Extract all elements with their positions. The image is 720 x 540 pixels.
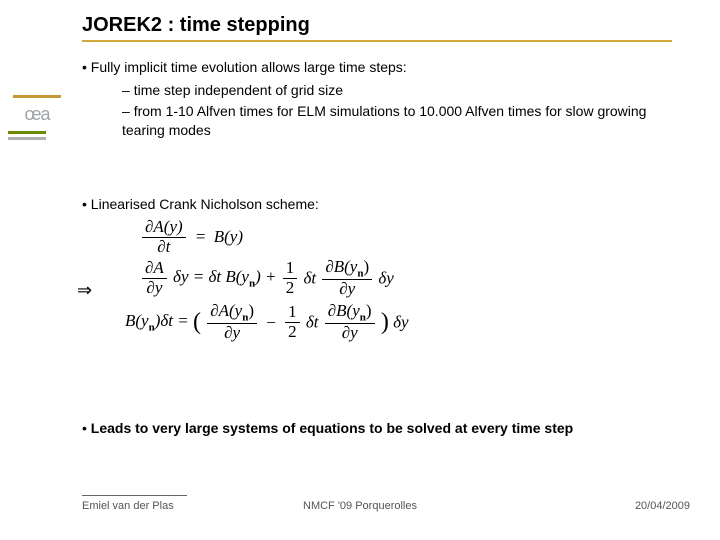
equation-line-2: ∂A ∂y δy = δt B(yn) + 1 2 δt ∂B(yn) ∂y δ…	[140, 258, 655, 302]
bullet-implicit: Fully implicit time evolution allows lar…	[82, 58, 682, 77]
content-area: Fully implicit time evolution allows lar…	[82, 58, 682, 217]
equation-block: ⇒ ∂A(y) ∂t = B(y) ∂A ∂y δy = δt B(yn) + …	[95, 218, 655, 346]
bullet-crank: Linearised Crank Nicholson scheme:	[82, 195, 682, 214]
footer-date: 20/04/2009	[635, 500, 690, 512]
footer-divider	[82, 495, 187, 496]
logo-bar-grey	[8, 137, 46, 140]
bullet-gridsize: time step independent of grid size	[122, 81, 682, 100]
implies-symbol: ⇒	[77, 280, 92, 301]
footer-event: NMCF '09 Porquerolles	[0, 500, 720, 512]
equation-line-3: B(yn)δt = ( ∂A(yn) ∂y − 1 2 δt ∂B(yn) ∂y…	[125, 302, 655, 346]
equation-line-1: ∂A(y) ∂t = B(y)	[140, 218, 655, 258]
brand-logo: œa	[8, 95, 66, 140]
bullet-alfven: from 1-10 Alfven times for ELM simulatio…	[122, 102, 682, 140]
bullet-large-systems: Leads to very large systems of equations…	[82, 420, 692, 436]
logo-bar-gold	[13, 95, 61, 98]
logo-bar-green	[8, 131, 46, 134]
page-title: JOREK2 : time stepping	[82, 14, 310, 37]
title-underline	[82, 40, 672, 42]
logo-text: œa	[8, 104, 66, 125]
